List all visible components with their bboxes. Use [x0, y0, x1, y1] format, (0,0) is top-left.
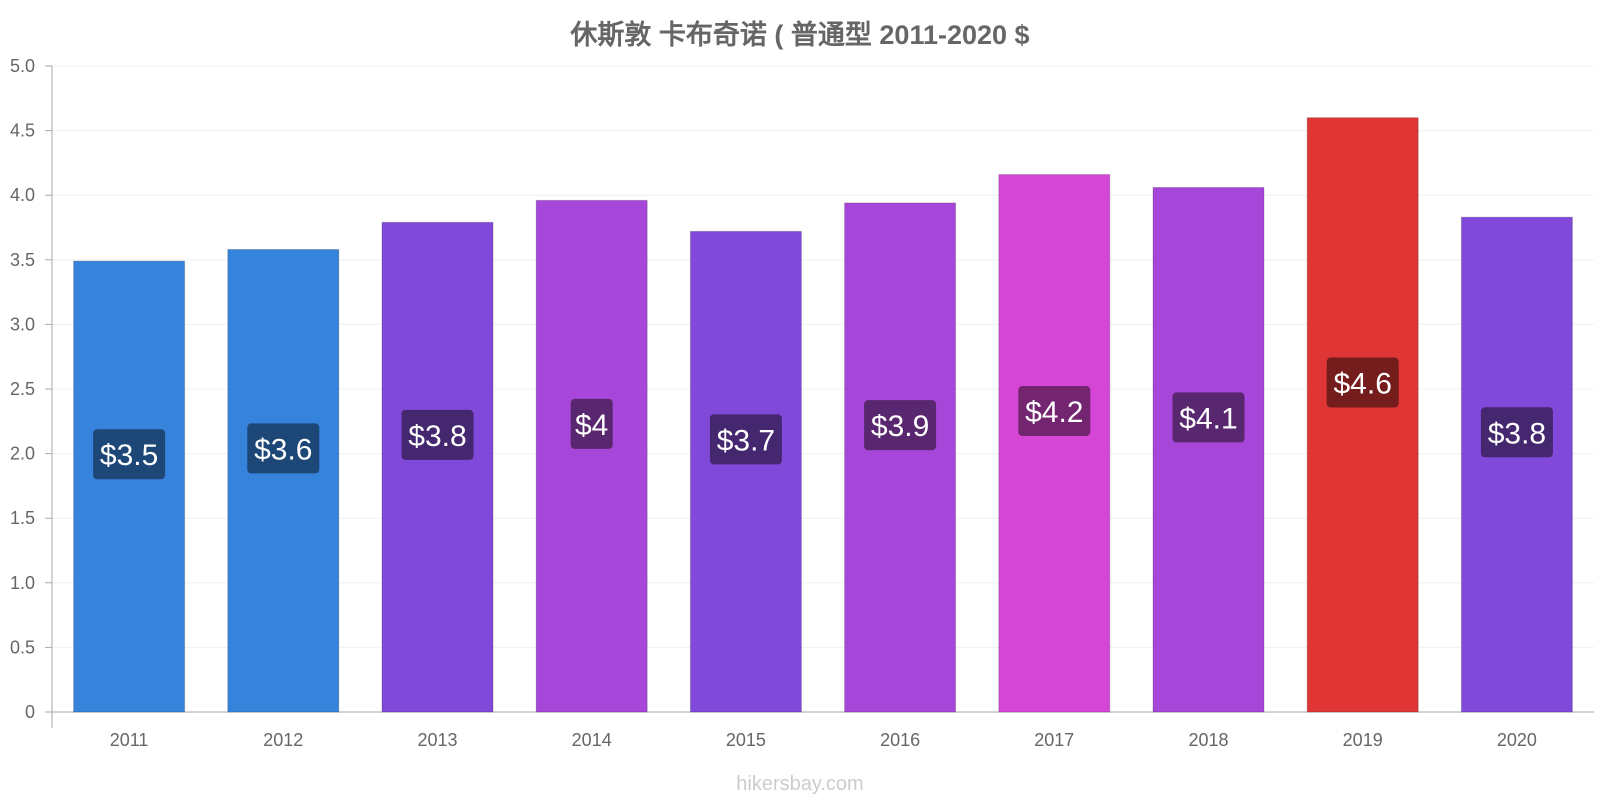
y-tick-label: 1.5: [10, 508, 35, 528]
y-tick-label: 4.0: [10, 185, 35, 205]
data-label-box: [864, 400, 937, 451]
data-label: $3.8: [1488, 417, 1546, 450]
y-tick-label: 1.0: [10, 573, 35, 593]
x-tick-label: 2015: [726, 730, 766, 750]
bar: [227, 248, 340, 713]
data-label: $3.5: [100, 439, 158, 472]
data-label-box: [1480, 407, 1553, 458]
bar: [73, 260, 186, 713]
bar: [1152, 186, 1265, 713]
bar: [535, 199, 648, 713]
y-tick-label: 3.0: [10, 314, 35, 334]
data-label-box: [1018, 385, 1091, 436]
x-tick-label: 2014: [572, 730, 612, 750]
data-labels: $3.5 $3.6 $3.8 $4 $3.7 $3.9 $4.2 $4.1 $4.6 $3.8: [93, 357, 1553, 480]
x-tick-label: 2019: [1343, 730, 1383, 750]
bar: [844, 202, 957, 713]
bar: [381, 221, 494, 713]
y-tick-label: 3.5: [10, 250, 35, 270]
data-label-box: [401, 409, 474, 460]
y-tick-label: 0.5: [10, 637, 35, 657]
bar: [998, 174, 1111, 713]
y-tick-label: 2.0: [10, 444, 35, 464]
bar: [1460, 216, 1573, 713]
bar: [689, 230, 802, 713]
chart-title: 休斯敦 卡布奇诺 ( 普通型 2011-2020 $: [569, 19, 1029, 50]
data-label: $4.2: [1025, 396, 1083, 429]
x-tick-label: 2011: [110, 730, 149, 750]
axes: 0 0.5 1.0 1.5 2.0 2.5 3.0 3.5 4.0 4.5 5.0 2011 2012 2…: [10, 56, 1594, 750]
data-label: $4.6: [1334, 368, 1392, 401]
data-label: $3.8: [408, 420, 466, 453]
data-label: $3.9: [871, 410, 929, 443]
x-tick-label: 2017: [1034, 730, 1074, 750]
y-tick-label: 0: [25, 702, 35, 722]
data-label: $4.1: [1179, 402, 1237, 435]
watermark-text: hikersbay.com: [736, 773, 863, 795]
data-label-box: [709, 414, 782, 465]
y-tick-label: 2.5: [10, 379, 35, 399]
x-tick-label: 2012: [263, 730, 303, 750]
x-tick-label: 2013: [417, 730, 457, 750]
data-label-box: [1172, 392, 1245, 443]
data-label-box: [93, 429, 166, 480]
data-label: $4: [575, 409, 608, 442]
bar: [1306, 117, 1419, 713]
data-label: $3.6: [254, 433, 312, 466]
x-tick-label: 2016: [880, 730, 920, 750]
data-label-box: [247, 423, 320, 474]
data-label-box: [1326, 357, 1399, 408]
x-tick-label: 2018: [1188, 730, 1228, 750]
y-tick-label: 5.0: [10, 56, 35, 76]
data-label-box: [570, 398, 613, 449]
y-tick-label: 4.5: [10, 121, 35, 141]
data-label: $3.7: [717, 424, 775, 457]
bars: [73, 117, 1573, 713]
x-tick-label: 2020: [1497, 730, 1537, 750]
